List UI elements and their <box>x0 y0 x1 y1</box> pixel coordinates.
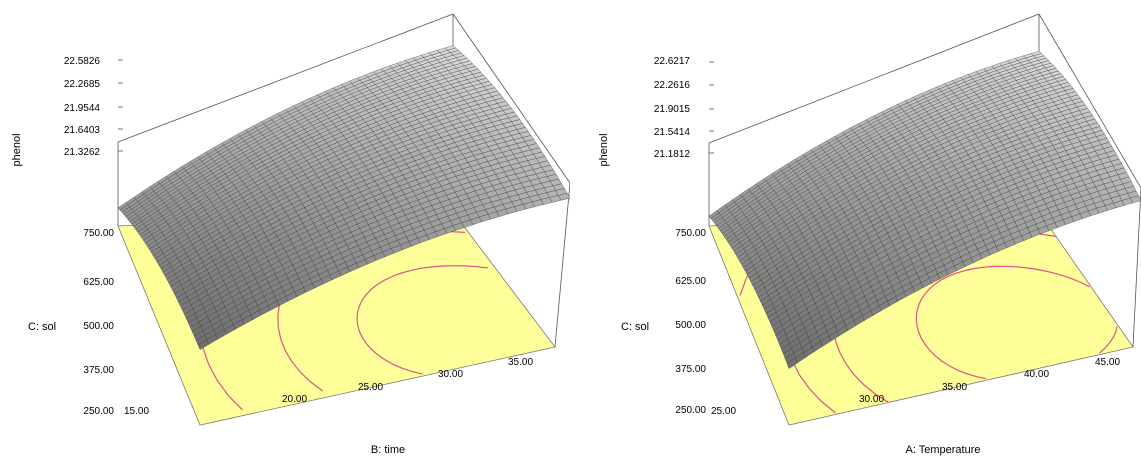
z-tick-label: 21.3262 <box>64 147 101 158</box>
y-tick-label: 500.00 <box>83 321 114 332</box>
x-tick-label: 25.00 <box>358 382 383 393</box>
x-tick-label: 25.00 <box>711 406 736 417</box>
box-edge <box>554 182 570 348</box>
x-tick-label: 15.00 <box>124 406 149 417</box>
x-tick-label: 45.00 <box>1095 357 1120 368</box>
chart-panel-temperature: 22.6217 22.2616 21.9015 21.5414 21.1812 … <box>571 0 1141 458</box>
y-axis-title: C: sol <box>28 321 56 333</box>
y-axis-title: C: sol <box>621 321 649 333</box>
contour-line <box>915 265 1118 380</box>
y-tick-label: 500.00 <box>675 320 706 331</box>
y-tick-label: 625.00 <box>675 276 706 287</box>
box-edge <box>1132 187 1141 348</box>
x-tick-label: 30.00 <box>859 394 884 405</box>
contour-line <box>356 265 488 375</box>
box-edge <box>117 13 454 143</box>
surface-cell <box>1129 195 1141 204</box>
x-tick-label: 30.00 <box>438 369 463 380</box>
z-axis-title: phenol <box>598 133 610 166</box>
z-tick-label: 22.2685 <box>64 79 101 90</box>
surface-plot-temperature: 22.6217 22.2616 21.9015 21.5414 21.1812 … <box>598 13 1141 456</box>
box-edge <box>708 13 1040 144</box>
x-tick-label: 20.00 <box>282 394 307 405</box>
z-tick-label: 22.5826 <box>64 56 101 67</box>
x-tick-label: 40.00 <box>1024 369 1049 380</box>
surface-plot-time: 22.5826 22.2685 21.9544 21.6403 21.3262 … <box>11 13 570 456</box>
surface-cell <box>558 193 570 201</box>
y-tick-label: 250.00 <box>83 406 114 417</box>
y-tick-label: 750.00 <box>83 228 114 239</box>
box-edge <box>1038 13 1141 189</box>
z-tick-label: 21.9015 <box>654 104 691 115</box>
chart-panel-time: 22.5826 22.2685 21.9544 21.6403 21.3262 … <box>0 0 570 458</box>
z-axis-title: phenol <box>11 133 23 166</box>
x-axis-title: B: time <box>371 444 405 456</box>
z-tick-label: 21.9544 <box>64 103 101 114</box>
box-edge <box>452 13 570 184</box>
y-tick-label: 750.00 <box>675 228 706 239</box>
y-tick-label: 625.00 <box>83 277 114 288</box>
z-tick-label: 21.5414 <box>654 127 691 138</box>
z-tick-label: 22.6217 <box>654 56 691 67</box>
x-tick-label: 35.00 <box>508 357 533 368</box>
x-tick-label: 35.00 <box>942 382 967 393</box>
y-tick-label: 250.00 <box>675 405 706 416</box>
z-tick-label: 22.2616 <box>654 80 691 91</box>
z-tick-label: 21.1812 <box>654 149 691 160</box>
y-tick-label: 375.00 <box>675 364 706 375</box>
y-tick-label: 375.00 <box>83 365 114 376</box>
z-tick-label: 21.6403 <box>64 125 101 136</box>
x-axis-title: A: Temperature <box>905 444 980 456</box>
